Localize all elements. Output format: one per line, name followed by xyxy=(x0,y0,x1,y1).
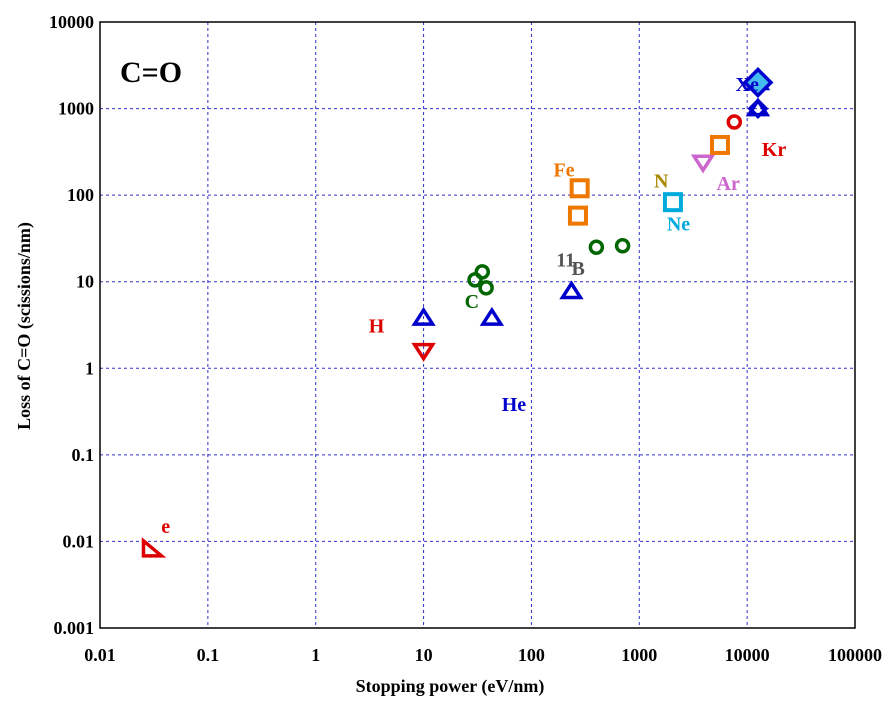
y-tick-label: 0.001 xyxy=(54,618,95,638)
data-point-C xyxy=(588,239,605,256)
series-labels: e H He C 11B Fe N Ne Ar Kr Xe xyxy=(161,74,786,538)
data-point-Fe xyxy=(569,178,590,199)
series-label-11: 11 xyxy=(556,249,575,271)
series-label-Fe: Fe xyxy=(553,159,574,181)
data-point-Ar xyxy=(690,154,716,174)
x-tick-label: 0.01 xyxy=(84,645,116,665)
series-label-Xe: Xe xyxy=(736,74,759,96)
data-point-Kr xyxy=(726,114,743,130)
series-label-Kr: Kr xyxy=(762,139,787,161)
y-tick-label: 0.1 xyxy=(72,445,95,465)
data-point-Xe-large xyxy=(742,67,774,98)
x-axis-title: Stopping power (eV/nm) xyxy=(356,676,545,697)
data-point-H xyxy=(411,342,436,362)
x-tick-label: 100000 xyxy=(828,645,882,665)
data-point-He xyxy=(559,280,584,300)
plot-frame xyxy=(99,21,856,629)
y-tick-label: 0.01 xyxy=(63,531,95,551)
series-label-e: e xyxy=(161,516,170,538)
data-point-Ne xyxy=(662,192,683,213)
y-tick-label: 1000 xyxy=(58,99,94,119)
y-tick-label: 10000 xyxy=(49,12,94,32)
data-point-C xyxy=(478,280,494,296)
series-label-He: He xyxy=(502,394,527,416)
x-tick-label: 10 xyxy=(415,645,433,665)
y-tick-label: 1 xyxy=(85,358,94,378)
data-point-e xyxy=(141,537,167,558)
x-tick-label: 1 xyxy=(311,645,320,665)
y-tick-label: 100 xyxy=(67,185,94,205)
data-point-Kr-square xyxy=(709,134,730,155)
y-axis-title: Loss of C=O (scissions/nm) xyxy=(14,222,35,430)
series-label-B: B xyxy=(571,258,584,280)
x-tick-label: 1000 xyxy=(621,645,657,665)
x-tick-label: 0.1 xyxy=(197,645,220,665)
data-point-C xyxy=(474,264,491,280)
x-tick-label: 100 xyxy=(518,645,545,665)
series-label-C: C xyxy=(465,291,479,313)
data-point-He xyxy=(411,306,436,326)
series-label-H: H xyxy=(369,315,385,337)
x-tick-label: 10000 xyxy=(725,645,770,665)
y-tick-label: 10 xyxy=(76,272,94,292)
tick-labels: 0.01 0.1 1 10 100 1000 10000 100000 0.001 0.01 0.1… xyxy=(49,12,882,665)
chart-title: C=O xyxy=(120,56,182,89)
data-point-Fe xyxy=(567,205,588,226)
grid-lines xyxy=(100,22,855,628)
data-point-Xe xyxy=(747,98,769,120)
series-label-Ne: Ne xyxy=(667,214,690,236)
series-label-Ar: Ar xyxy=(717,173,740,195)
data-points xyxy=(141,67,774,558)
series-label-N: N xyxy=(654,171,669,193)
data-point-He xyxy=(479,306,505,326)
data-point-C xyxy=(614,238,631,254)
